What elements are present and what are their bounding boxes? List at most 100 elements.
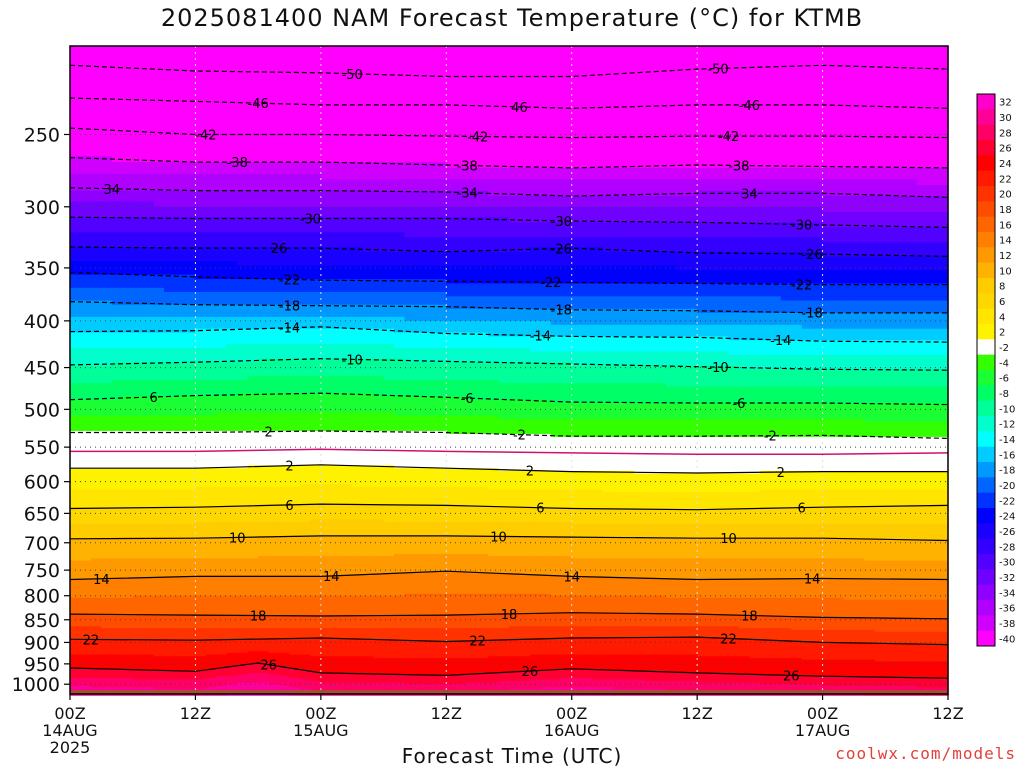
field-cell	[90, 649, 102, 652]
field-cell	[122, 421, 134, 426]
field-cell	[122, 439, 134, 444]
field-cell	[80, 270, 92, 276]
field-cell	[143, 644, 155, 647]
field-cell	[153, 547, 165, 551]
field-cell	[226, 53, 238, 63]
field-cell	[153, 553, 165, 557]
field-cell	[226, 308, 238, 314]
field-cell	[174, 633, 186, 636]
field-cell	[132, 242, 144, 248]
field-cell	[268, 256, 280, 262]
field-cell	[258, 137, 270, 145]
field-cell	[132, 222, 144, 228]
field-cell	[122, 652, 134, 656]
field-cell	[174, 654, 186, 657]
field-cell	[247, 237, 259, 243]
field-cell	[80, 412, 92, 417]
field-cell	[101, 470, 113, 475]
field-cell	[164, 389, 176, 394]
field-cell	[111, 328, 123, 334]
field-cell	[153, 454, 165, 458]
field-cell	[80, 611, 92, 614]
field-cell	[122, 685, 134, 688]
field-cell	[90, 659, 102, 662]
field-cell	[70, 167, 82, 175]
field-cell	[122, 538, 134, 542]
field-cell	[122, 451, 134, 455]
field-cell	[164, 118, 176, 126]
field-cell	[216, 372, 228, 377]
field-cell	[111, 462, 123, 467]
field-cell	[70, 629, 82, 633]
field-cell	[122, 445, 134, 450]
field-cell	[205, 332, 217, 338]
field-cell	[132, 517, 144, 521]
field-cell	[195, 46, 207, 55]
field-cell	[164, 473, 176, 477]
field-cell	[132, 308, 144, 314]
field-cell	[101, 504, 113, 508]
field-cell	[153, 626, 165, 629]
field-cell	[70, 439, 82, 444]
field-cell	[258, 316, 270, 322]
field-cell	[153, 296, 165, 302]
field-cell	[258, 162, 270, 169]
field-cell	[111, 631, 123, 635]
field-cell	[90, 622, 102, 625]
field-cell	[174, 396, 186, 401]
field-cell	[122, 448, 134, 453]
field-cell	[132, 504, 144, 508]
field-cell	[268, 340, 280, 345]
field-cell	[143, 547, 155, 551]
field-cell	[90, 569, 102, 572]
field-cell	[237, 237, 249, 243]
field-cell	[122, 261, 134, 267]
field-cell	[132, 672, 144, 676]
field-cell	[174, 430, 186, 435]
field-cell	[153, 396, 165, 401]
field-cell	[80, 430, 92, 435]
field-cell	[70, 424, 82, 429]
field-cell	[70, 603, 82, 607]
field-cell	[111, 575, 123, 579]
field-cell	[132, 595, 144, 599]
field-cell	[153, 242, 165, 248]
field-cell	[132, 358, 144, 363]
field-cell	[80, 332, 92, 338]
field-cell	[153, 83, 165, 92]
field-cell	[101, 462, 113, 467]
field-cell	[70, 406, 82, 410]
field-cell	[153, 509, 165, 513]
field-cell	[143, 448, 155, 453]
field-cell	[101, 676, 113, 679]
field-cell	[205, 143, 217, 151]
field-cell	[80, 393, 92, 398]
field-cell	[289, 137, 301, 145]
field-cell	[80, 486, 92, 491]
field-cell	[143, 494, 155, 498]
field-cell	[216, 351, 228, 356]
field-cell	[122, 358, 134, 363]
field-cell	[143, 201, 155, 208]
field-cell	[195, 76, 207, 85]
field-cell	[164, 246, 176, 253]
field-cell	[184, 251, 197, 258]
field-cell	[299, 369, 311, 374]
field-cell	[174, 521, 186, 525]
field-cell	[80, 651, 92, 654]
field-cell	[101, 196, 113, 203]
field-cell	[153, 672, 165, 676]
field-cell	[132, 633, 144, 636]
field-cell	[111, 445, 123, 450]
field-cell	[90, 564, 102, 568]
field-cell	[122, 512, 134, 516]
field-cell	[174, 459, 186, 464]
field-cell	[279, 212, 291, 218]
field-cell	[268, 179, 280, 186]
field-cell	[164, 454, 176, 458]
field-cell	[143, 358, 155, 363]
field-cell	[122, 486, 134, 491]
field-cell	[237, 206, 249, 213]
field-cell	[90, 502, 102, 506]
field-cell	[320, 104, 332, 113]
